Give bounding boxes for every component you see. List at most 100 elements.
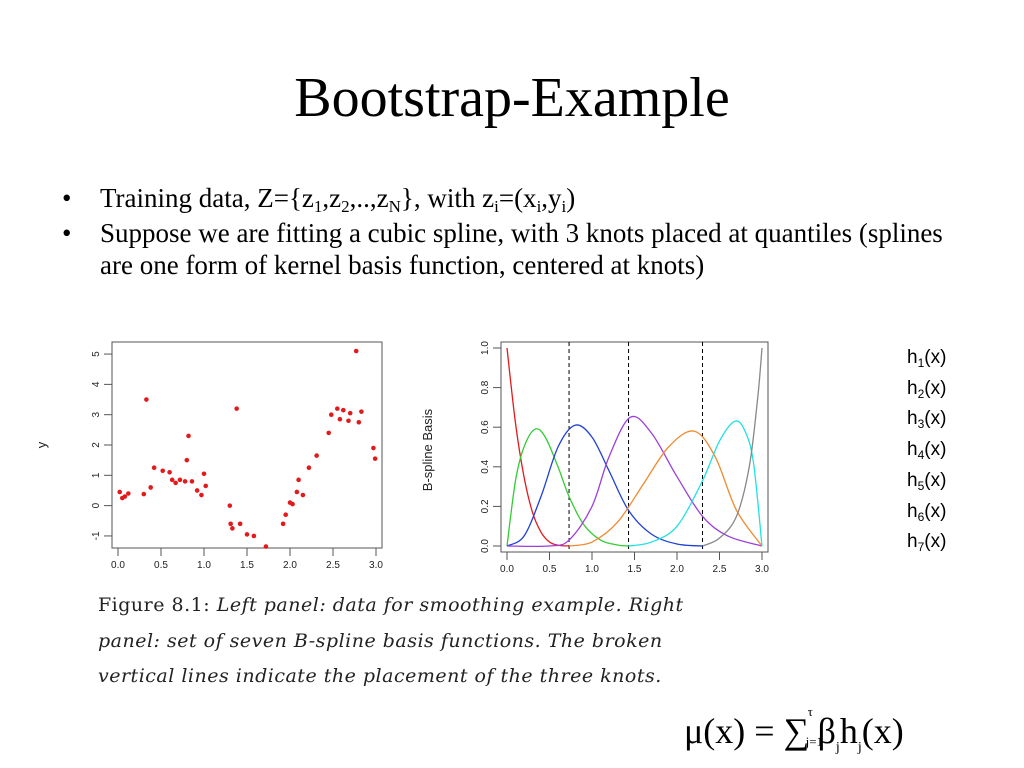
data-point (237, 521, 243, 527)
x-tick-label: 3.0 (755, 564, 769, 575)
bullet-dot: • (62, 218, 72, 248)
y-tick-label: 5 (91, 351, 102, 357)
x-tick-label: 1.0 (197, 560, 211, 571)
legend-item-h2: h2(x) (907, 377, 947, 401)
y-tick-label: 0.2 (480, 499, 491, 513)
plot-frame (500, 341, 769, 553)
x-tick-label: 0.0 (111, 560, 125, 571)
data-point (263, 544, 269, 549)
y-tick-label: 2 (91, 442, 102, 448)
data-point (283, 512, 288, 518)
legend-item-h7: h7(x) (907, 531, 947, 555)
x-tick-label: 2.5 (713, 564, 727, 575)
x-tick-label: 1.5 (628, 564, 642, 575)
basis-curve-4 (506, 415, 763, 548)
data-point (314, 453, 319, 458)
x-tick-label: 2.5 (326, 560, 340, 571)
legend-item-h5: h5(x) (907, 469, 947, 493)
data-point (251, 533, 257, 539)
data-point (122, 494, 128, 499)
sum-symbol: ∑ τ j=1 (783, 704, 824, 751)
y-tick-label: 0.4 (480, 459, 491, 473)
data-point (306, 465, 312, 471)
data-point (160, 468, 166, 474)
data-point (141, 491, 147, 497)
data-point (117, 489, 123, 495)
data-point (203, 483, 209, 489)
data-point (228, 521, 233, 527)
basis-curve-5 (568, 430, 763, 547)
data-point (335, 406, 340, 411)
basis-curve-2 (506, 428, 629, 547)
x-tick-label: 2.0 (283, 560, 297, 571)
data-point (294, 489, 300, 495)
legend-item-h6: h6(x) (907, 500, 947, 524)
basis-curve-1 (506, 347, 570, 547)
data-point (126, 491, 131, 496)
data-point (151, 465, 157, 471)
data-point (296, 477, 301, 483)
data-point (353, 348, 359, 354)
data-point (359, 409, 364, 414)
plot-frame (111, 341, 383, 549)
figure-label: Figure 8.1: (98, 594, 211, 616)
data-point (341, 407, 346, 413)
data-point (182, 479, 188, 484)
data-point (337, 416, 343, 422)
x-tick-label: 1.0 (585, 564, 599, 575)
data-point (300, 492, 306, 498)
basis-curve-3 (506, 424, 703, 547)
y-tick-label: 0.0 (480, 539, 491, 553)
bullet-list: • Training data, Z={z1,z2,..,zN}, with z… (62, 182, 962, 284)
data-point (173, 480, 178, 486)
data-point (167, 469, 172, 475)
data-point (290, 501, 295, 507)
y-tick-label: 0 (91, 502, 102, 508)
data-point (230, 526, 235, 531)
bspline-basis-plot: 0.0 0.5 1.0 1.5 2.0 2.5 3.0 0.0 0.2 0.4 0.6 0.8 1.0 B… (420, 341, 769, 575)
x-tick-label: 0.5 (543, 564, 557, 575)
data-point (148, 485, 153, 490)
basis-legend: h1(x) h2(x) h3(x) h4(x) h5(x) h6(x) h7(x… (907, 343, 946, 558)
y-tick-label: 1 (91, 472, 102, 478)
legend-item-h1: h1(x) (907, 347, 947, 370)
data-point (356, 419, 362, 425)
x-tick-label: 0.0 (500, 564, 514, 575)
bullet-cubic-spline: • Suppose we are fitting a cubic spline,… (62, 218, 943, 280)
legend-item-h3: h3(x) (907, 408, 947, 432)
basis-curve-6 (628, 420, 763, 547)
legend-item-h4: h4(x) (907, 439, 947, 463)
y-tick-label: 3 (91, 411, 102, 417)
scatter-plot: 0.0 0.5 1.0 1.5 2.0 2.5 3.0 -1 0 1 2 3 4 5 y (34, 341, 383, 571)
y-tick-label: -1 (91, 531, 102, 540)
y-tick-label: 0.8 (480, 380, 491, 394)
spline-formula: μ(x) = ∑ τ j=1 βjhj(x) (684, 704, 904, 755)
x-tick-label: 3.0 (369, 560, 383, 571)
bullet-training-data: • Training data, Z={z1,z2,..,zN}, with z… (62, 183, 576, 216)
basis-curve-7 (702, 347, 763, 547)
data-point (201, 471, 207, 477)
y-tick-label: 0.6 (480, 420, 491, 434)
x-tick-label: 0.5 (154, 560, 168, 571)
y-tick-label: 1.0 (480, 341, 491, 355)
data-point (194, 488, 200, 493)
data-point (199, 492, 204, 498)
slide-title: Bootstrap-Example (294, 67, 730, 129)
data-point (280, 521, 286, 527)
data-point (227, 503, 233, 508)
y-axis-label: y (34, 441, 49, 448)
data-point (184, 457, 190, 463)
data-point (346, 418, 351, 424)
data-point (177, 477, 183, 483)
data-point (328, 412, 334, 417)
data-point (244, 532, 250, 537)
data-point (189, 479, 195, 484)
data-point (347, 410, 353, 416)
bullet-dot: • (62, 183, 72, 213)
data-point (186, 433, 191, 439)
y-tick-label: 4 (91, 381, 102, 387)
y-axis-label: B-spline Basis (420, 408, 435, 491)
data-point (144, 397, 149, 402)
data-point (169, 477, 175, 483)
data-point (371, 445, 376, 451)
